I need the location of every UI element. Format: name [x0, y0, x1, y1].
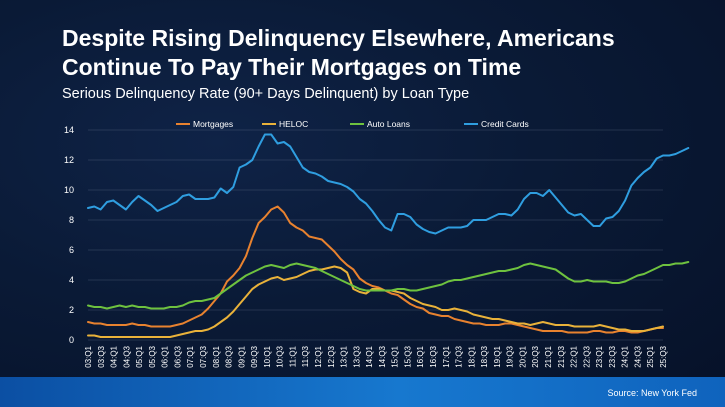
legend-label: HELOC	[279, 119, 308, 129]
x-tick-label: 17:Q3	[455, 345, 464, 367]
y-tick-label: 6	[69, 245, 74, 255]
x-tick-label: 06:Q1	[161, 345, 170, 367]
x-tick-label: 10:Q3	[276, 345, 285, 367]
x-tick-label: 13:Q1	[340, 345, 349, 367]
x-tick-label: 09:Q3	[250, 345, 259, 367]
x-tick-label: 18:Q3	[480, 345, 489, 367]
x-tick-label: 16:Q3	[429, 345, 438, 367]
legend-label: Auto Loans	[367, 119, 410, 129]
x-tick-label: 23:Q3	[608, 345, 617, 367]
x-tick-label: 04:Q1	[110, 345, 119, 367]
footer-bar: Source: New York Fed	[0, 377, 725, 407]
x-tick-label: 10:Q1	[263, 345, 272, 367]
title-line-2: Continue To Pay Their Mortgages on Time	[62, 54, 522, 80]
x-tick-label: 15:Q3	[403, 345, 412, 367]
x-tick-label: 15:Q1	[391, 345, 400, 367]
x-tick-label: 06:Q3	[173, 345, 182, 367]
series-line-mortgages	[87, 205, 664, 334]
x-tick-label: 14:Q3	[378, 345, 387, 367]
x-tick-label: 05:Q1	[135, 345, 144, 367]
y-tick-label: 0	[69, 335, 74, 345]
x-tick-label: 07:Q3	[199, 345, 208, 367]
x-tick-label: 19:Q3	[506, 345, 515, 367]
legend-label: Mortgages	[193, 119, 233, 129]
x-tick-label: 12:Q3	[327, 345, 336, 367]
series-line-credit-cards	[87, 133, 690, 235]
x-tick-label: 03:Q3	[97, 345, 106, 367]
x-tick-label: 09:Q1	[237, 345, 246, 367]
x-tick-label: 22:Q3	[582, 345, 591, 367]
x-tick-label: 21:Q3	[557, 345, 566, 367]
x-tick-label: 20:Q3	[531, 345, 540, 367]
y-tick-label: 14	[64, 125, 74, 135]
x-tick-label: 23:Q1	[595, 345, 604, 367]
chart-subtitle: Serious Delinquency Rate (90+ Days Delin…	[62, 86, 470, 102]
y-tick-label: 8	[69, 215, 74, 225]
x-tick-label: 21:Q1	[544, 345, 553, 367]
x-tick-label: 11:Q3	[301, 345, 310, 367]
y-tick-label: 2	[69, 305, 74, 315]
x-tick-label: 04:Q3	[122, 345, 131, 367]
x-tick-label: 25:Q1	[646, 345, 655, 367]
x-tick-label: 11:Q1	[288, 345, 297, 367]
x-tick-label: 24:Q3	[633, 345, 642, 367]
x-tick-label: 17:Q1	[442, 345, 451, 367]
x-tick-label: 12:Q1	[314, 345, 323, 367]
x-tick-label: 14:Q1	[365, 345, 374, 367]
x-tick-label: 08:Q1	[212, 345, 221, 367]
x-tick-label: 03:Q1	[84, 345, 93, 367]
x-tick-label: 19:Q1	[493, 345, 502, 367]
x-tick-label: 13:Q3	[352, 345, 361, 367]
x-tick-label: 22:Q1	[570, 345, 579, 367]
x-tick-label: 20:Q1	[518, 345, 527, 367]
x-tick-label: 24:Q1	[621, 345, 630, 367]
x-tick-label: 08:Q3	[225, 345, 234, 367]
title-line-1: Despite Rising Delinquency Elsewhere, Am…	[62, 25, 615, 51]
y-tick-label: 4	[69, 275, 74, 285]
source-note: Source: New York Fed	[607, 388, 697, 398]
y-tick-label: 10	[64, 185, 74, 195]
x-tick-label: 07:Q1	[186, 345, 195, 367]
series-line-auto-loans	[87, 261, 690, 310]
legend-label: Credit Cards	[481, 119, 529, 129]
x-tick-label: 25:Q3	[659, 345, 668, 367]
y-tick-label: 12	[64, 155, 74, 165]
x-tick-label: 16:Q1	[416, 345, 425, 367]
x-tick-label: 05:Q3	[148, 345, 157, 367]
chart-title: Despite Rising Delinquency Elsewhere, Am…	[62, 24, 615, 82]
series-line-heloc	[87, 265, 664, 338]
x-tick-label: 18:Q1	[467, 345, 476, 367]
